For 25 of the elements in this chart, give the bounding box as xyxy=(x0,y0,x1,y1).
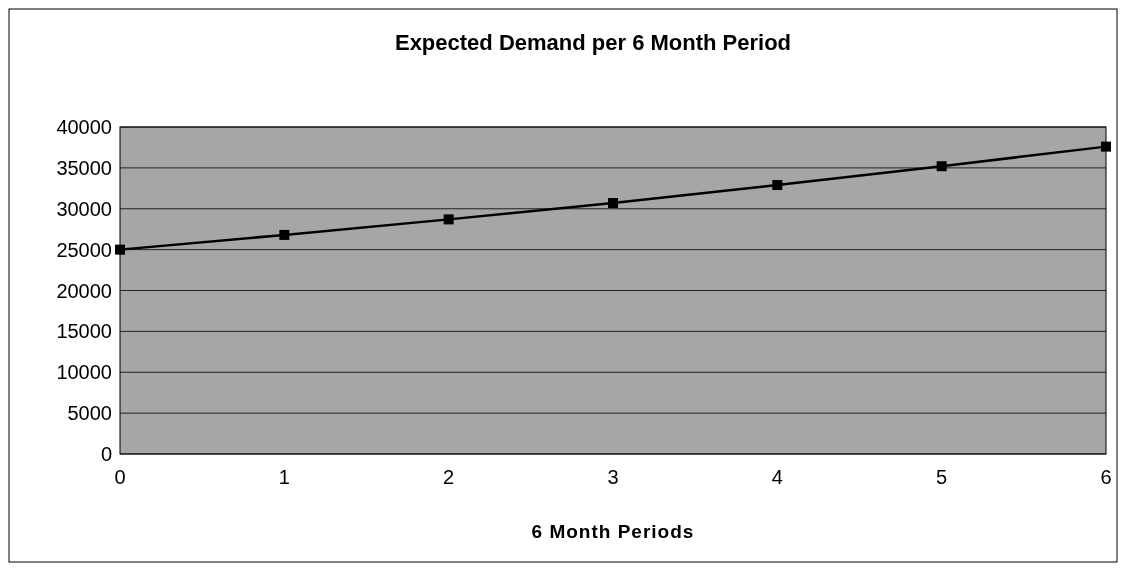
y-tick-label: 20000 xyxy=(56,279,112,302)
y-tick-label: 40000 xyxy=(56,116,112,138)
x-tick-label: 4 xyxy=(771,466,783,488)
point xyxy=(115,244,125,255)
x-axis-title: 6 Month Periods xyxy=(531,521,695,542)
x-tick-label: 5 xyxy=(936,466,948,488)
y-tick-label: 0 xyxy=(100,443,112,465)
y-tick-label: 5000 xyxy=(67,402,112,425)
y-tick-label: 25000 xyxy=(56,238,112,261)
x-tick-label: 6 xyxy=(1100,466,1112,488)
y-tick-label: 10000 xyxy=(56,361,112,384)
point xyxy=(608,198,618,209)
x-tick-label: 1 xyxy=(278,466,290,488)
chart-title: Expected Demand per 6 Month Period xyxy=(394,30,792,55)
y-tick-label: 35000 xyxy=(56,156,112,179)
point xyxy=(279,229,290,240)
point xyxy=(772,180,783,191)
point xyxy=(443,214,454,225)
y-tick-label: 30000 xyxy=(56,197,112,220)
x-tick-label: 2 xyxy=(443,466,455,488)
point xyxy=(936,161,947,172)
x-tick-label: 0 xyxy=(114,466,126,488)
point xyxy=(1101,141,1111,152)
y-tick-label: 15000 xyxy=(56,320,112,343)
x-tick-label: 3 xyxy=(607,466,619,488)
